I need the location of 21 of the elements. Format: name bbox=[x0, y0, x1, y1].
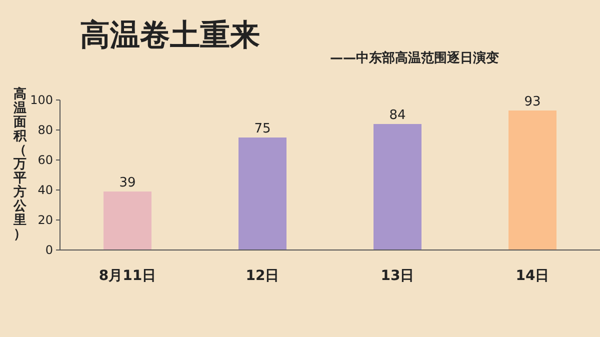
bar bbox=[238, 138, 286, 250]
bar bbox=[508, 110, 556, 250]
chart-title: 高温卷土重来 bbox=[80, 18, 260, 53]
data-label: 93 bbox=[524, 94, 541, 110]
text: 高温面积（万平方公里） bbox=[14, 87, 26, 242]
x-tick-label: 8月11日 bbox=[98, 268, 156, 284]
bar bbox=[374, 124, 422, 250]
data-label: 75 bbox=[254, 122, 271, 136]
y-tick-label: 60 bbox=[38, 153, 53, 167]
bar bbox=[104, 192, 152, 250]
y-tick-label: 40 bbox=[38, 183, 53, 197]
y-tick-label: 80 bbox=[38, 123, 53, 137]
y-tick-label: 0 bbox=[45, 243, 53, 257]
x-tick-label: 13日 bbox=[380, 268, 414, 284]
data-label: 84 bbox=[389, 108, 406, 123]
y-tick-label: 100 bbox=[30, 93, 53, 107]
x-tick-label: 12日 bbox=[246, 268, 280, 284]
chart-subtitle: ——中东部高温范围逐日演变 bbox=[330, 50, 499, 66]
y-tick-label: 20 bbox=[38, 213, 53, 227]
data-label: 39 bbox=[119, 176, 136, 190]
x-tick-label: 14日 bbox=[516, 268, 550, 284]
